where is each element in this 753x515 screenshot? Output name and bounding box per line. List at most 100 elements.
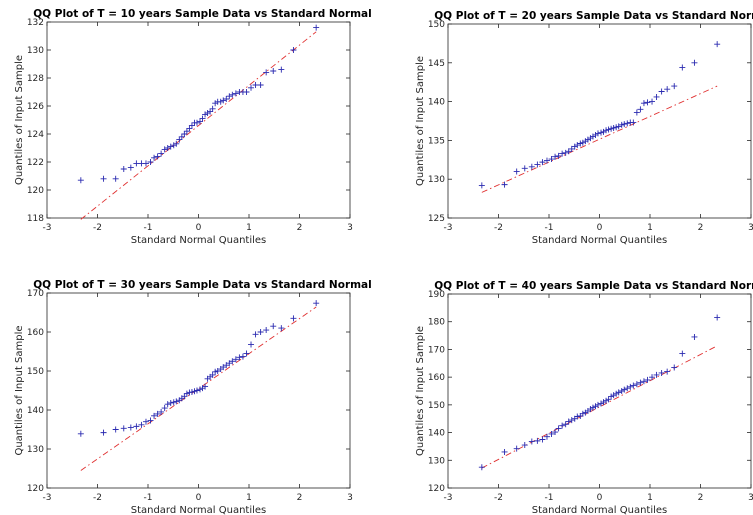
data-point (127, 164, 134, 171)
data-point (640, 100, 647, 107)
data-point (220, 364, 227, 371)
data-point (197, 386, 204, 393)
data-point (147, 159, 154, 165)
y-tick-label: 122 (27, 158, 44, 168)
data-point (188, 389, 195, 396)
data-point (133, 160, 140, 167)
data-point (278, 66, 285, 73)
data-point (691, 333, 698, 340)
data-point (714, 314, 721, 321)
data-point (232, 90, 239, 97)
data-point (621, 386, 628, 393)
y-tick-label: 180 (428, 318, 445, 328)
data-point (658, 88, 665, 95)
data-point (579, 410, 586, 417)
x-tick-label: 0 (597, 223, 603, 233)
data-point (664, 368, 671, 375)
y-axis-label: Quantiles of Input Sample (415, 56, 426, 186)
data-point (637, 106, 644, 113)
reference-line (481, 345, 718, 469)
data-point (270, 323, 277, 330)
y-axis-label: Quantiles of Input Sample (14, 325, 25, 455)
data-point (621, 121, 628, 128)
data-point (653, 93, 660, 100)
data-point (77, 177, 84, 184)
data-point (664, 86, 671, 93)
x-tick-label: 3 (748, 223, 753, 233)
data-point (608, 393, 615, 400)
data-point (290, 47, 297, 53)
data-point (173, 140, 180, 147)
data-point (594, 401, 601, 408)
y-tick-label: 128 (27, 74, 44, 84)
data-point (627, 383, 634, 390)
data-point (624, 120, 631, 127)
data-point (120, 166, 127, 172)
data-point (568, 417, 575, 424)
data-point (248, 84, 255, 91)
data-point (630, 382, 637, 389)
x-tick-label: 3 (748, 493, 753, 503)
data-point (605, 126, 612, 133)
data-point (142, 160, 149, 167)
data-point (236, 354, 243, 361)
data-point (679, 350, 686, 357)
data-point (176, 136, 183, 143)
x-tick-label: -1 (144, 223, 153, 233)
data-point (565, 418, 572, 425)
data-point (640, 378, 647, 385)
x-tick-label: 0 (597, 493, 603, 503)
data-point (562, 149, 569, 156)
y-tick-label: 124 (27, 130, 44, 140)
data-point (229, 91, 236, 98)
data-point (161, 405, 168, 412)
data-point (226, 93, 233, 100)
data-point (548, 430, 555, 437)
data-point (610, 124, 617, 131)
data-point (243, 89, 250, 95)
chart-title: QQ Plot of T = 20 years Sample Data vs S… (434, 10, 753, 22)
data-point (630, 119, 637, 126)
data-point (534, 437, 541, 444)
data-point (252, 331, 259, 338)
reference-line (80, 31, 317, 220)
data-point (513, 168, 520, 175)
data-point (565, 148, 572, 155)
data-point (243, 350, 250, 357)
x-tick-label: -3 (43, 223, 52, 233)
data-point (223, 96, 230, 102)
data-point (615, 123, 622, 130)
y-tick-label: 130 (27, 46, 44, 56)
data-point (278, 325, 285, 332)
x-tick-label: 2 (698, 493, 704, 503)
data-point (252, 82, 259, 88)
y-tick-label: 150 (428, 401, 445, 411)
data-point (649, 374, 656, 381)
data-point (574, 142, 581, 149)
data-point (543, 157, 550, 164)
x-tick-label: 0 (196, 223, 202, 233)
data-point (257, 82, 264, 88)
data-point (600, 399, 607, 406)
data-point (257, 329, 264, 335)
data-point (653, 371, 660, 378)
x-tick-label: 1 (246, 493, 252, 503)
x-tick-label: -1 (545, 493, 554, 503)
data-point (562, 421, 569, 428)
x-tick-label: 2 (297, 223, 303, 233)
data-point (613, 390, 620, 397)
data-point (164, 401, 171, 408)
data-point (608, 125, 615, 132)
data-point (127, 424, 134, 431)
data-point (501, 448, 508, 455)
y-tick-label: 120 (27, 186, 44, 196)
data-point (173, 398, 180, 405)
data-point (229, 358, 236, 365)
data-point (552, 429, 559, 436)
x-tick-label: 3 (347, 223, 353, 233)
x-tick-label: 0 (196, 493, 202, 503)
data-point (167, 143, 174, 150)
data-point (120, 425, 127, 432)
y-tick-label: 140 (428, 429, 445, 439)
